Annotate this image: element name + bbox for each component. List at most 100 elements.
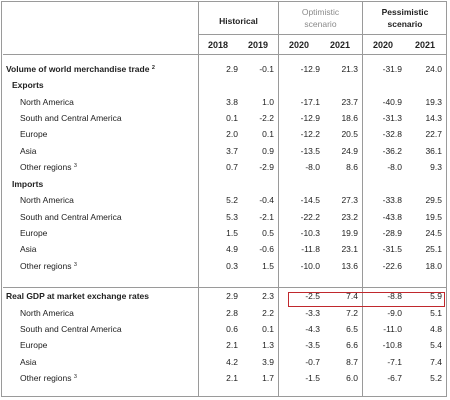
cell-value: 5.2: [430, 373, 442, 383]
year-header: 2021: [414, 40, 436, 50]
cell-value: -11.8: [301, 244, 320, 254]
cell-value: 4.2: [226, 357, 238, 367]
row-label: Other regions 3: [20, 162, 77, 172]
cell-value: -1.5: [305, 373, 320, 383]
cell-value: 2.9: [226, 64, 238, 74]
cell-value: 3.9: [262, 357, 274, 367]
cell-value: 4.9: [226, 244, 238, 254]
cell-value: -14.5: [300, 195, 320, 205]
cell-value: 5.3: [226, 212, 238, 222]
row-label: Asia: [20, 146, 37, 156]
cell-value: 6.0: [346, 373, 358, 383]
cell-value: -36.2: [382, 146, 402, 156]
row-label: North America: [20, 308, 74, 318]
cell-value: -31.5: [382, 244, 402, 254]
cell-value: -0.4: [259, 195, 274, 205]
cell-value: 13.6: [341, 261, 358, 271]
cell-value: -8.8: [387, 291, 402, 301]
cell-value: -10.3: [300, 228, 320, 238]
table-row: South and Central America 0.6 0.1 -4.3 6.5 -1…: [2, 322, 448, 338]
cell-value: 7.2: [346, 308, 358, 318]
cell-value: 24.9: [341, 146, 358, 156]
table-row-main: Real GDP at market exchange rates 2.9 2.3 -…: [2, 289, 448, 305]
cell-value: -7.1: [387, 357, 402, 367]
cell-value: 2.3: [262, 291, 274, 301]
cell-value: -0.6: [259, 244, 274, 254]
cell-value: 23.2: [341, 212, 358, 222]
cell-value: -9.0: [387, 308, 402, 318]
cell-value: 27.3: [341, 195, 358, 205]
cell-value: 0.1: [262, 129, 274, 139]
table-row: Other regions 3 2.1 1.7 -1.5 6.0 -6.7 5.2: [2, 371, 448, 387]
header-rule-top: [199, 34, 447, 35]
cell-value: 6.6: [346, 340, 358, 350]
cell-value: 1.5: [226, 228, 238, 238]
row-label: Real GDP at market exchange rates: [6, 291, 149, 301]
header-pessimistic-line1: Pessimistic: [381, 7, 429, 17]
cell-value: 22.7: [425, 129, 442, 139]
cell-value: -31.3: [382, 113, 402, 123]
cell-value: 7.4: [346, 291, 358, 301]
table-row: Other regions 3 0.3 1.5 -10.0 13.6 -22.6 18.0: [2, 259, 448, 275]
cell-value: 0.3: [226, 261, 238, 271]
cell-value: 19.9: [341, 228, 358, 238]
row-label: Asia: [20, 357, 37, 367]
cell-value: -2.9: [259, 162, 274, 172]
cell-value: -33.8: [382, 195, 402, 205]
table-row: North America 2.8 2.2 -3.3 7.2 -9.0 5.1: [2, 306, 448, 322]
cell-value: 20.5: [341, 129, 358, 139]
table-row: North America 5.2 -0.4 -14.5 27.3 -33.8 29.5: [2, 193, 448, 209]
table-row: Asia 4.9 -0.6 -11.8 23.1 -31.5 25.1: [2, 242, 448, 258]
header-rule-bottom: [3, 54, 447, 55]
cell-value: -10.8: [382, 340, 402, 350]
cell-value: 8.7: [346, 357, 358, 367]
cell-value: 19.3: [425, 97, 442, 107]
cell-value: 24.5: [425, 228, 442, 238]
cell-value: 19.5: [425, 212, 442, 222]
cell-value: 25.1: [425, 244, 442, 254]
cell-value: 5.2: [226, 195, 238, 205]
cell-value: -2.2: [259, 113, 274, 123]
year-header: 2020: [372, 40, 394, 50]
table-row: Europe 1.5 0.5 -10.3 19.9 -28.9 24.5: [2, 226, 448, 242]
cell-value: 8.6: [346, 162, 358, 172]
cell-value: 23.7: [341, 97, 358, 107]
section-rule: [3, 287, 447, 288]
cell-value: 0.9: [262, 146, 274, 156]
header-optimistic-line2: scenario: [304, 19, 337, 29]
row-label: Other regions 3: [20, 261, 77, 271]
row-label: Europe: [20, 340, 48, 350]
cell-value: -17.1: [300, 97, 320, 107]
table-row: Europe 2.1 1.3 -3.5 6.6 -10.8 5.4: [2, 338, 448, 354]
cell-value: -12.9: [300, 64, 320, 74]
cell-value: -22.6: [382, 261, 402, 271]
cell-value: -40.9: [382, 97, 402, 107]
cell-value: 2.0: [226, 129, 238, 139]
table-row: Asia 3.7 0.9 -13.5 24.9 -36.2 36.1: [2, 144, 448, 160]
cell-value: 5.9: [430, 291, 442, 301]
row-label: Other regions 3: [20, 373, 77, 383]
table-row: South and Central America 5.3 -2.1 -22.2 23.…: [2, 210, 448, 226]
year-header: 2020: [288, 40, 310, 50]
year-header: 2018: [207, 40, 229, 50]
cell-value: 0.6: [226, 324, 238, 334]
cell-value: -10.0: [300, 261, 320, 271]
cell-value: 1.7: [262, 373, 274, 383]
table-row: North America 3.8 1.0 -17.1 23.7 -40.9 19.3: [2, 95, 448, 111]
row-label: South and Central America: [20, 324, 122, 334]
table-row: South and Central America 0.1 -2.2 -12.9 18.…: [2, 111, 448, 127]
table-row: Europe 2.0 0.1 -12.2 20.5 -32.8 22.7: [2, 127, 448, 143]
cell-value: 29.5: [425, 195, 442, 205]
footnote-marker: 3: [73, 163, 77, 169]
cell-value: -31.9: [382, 64, 402, 74]
cell-value: 7.4: [430, 357, 442, 367]
cell-value: 2.1: [226, 373, 238, 383]
cell-value: -6.7: [387, 373, 402, 383]
cell-value: -2.1: [259, 212, 274, 222]
cell-value: -13.5: [300, 146, 320, 156]
cell-value: 0.7: [226, 162, 238, 172]
cell-value: -3.3: [305, 308, 320, 318]
table-row-main: Volume of world merchandise trade 2 2.9 -0…: [2, 62, 448, 78]
cell-value: 21.3: [341, 64, 358, 74]
cell-value: 2.1: [226, 340, 238, 350]
